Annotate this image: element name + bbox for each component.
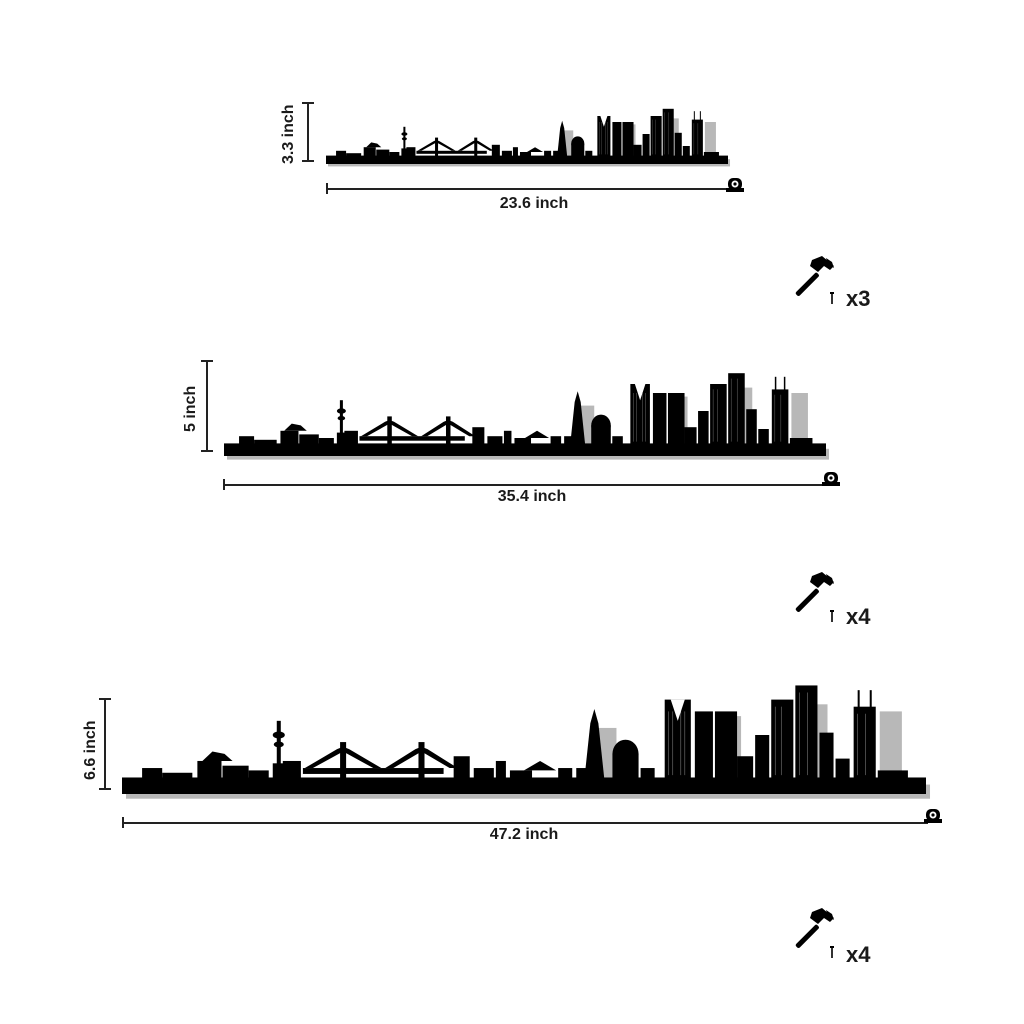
height-dimension-cap-top: [99, 698, 111, 700]
nail-icon: [830, 946, 834, 958]
height-dimension-line: [104, 699, 106, 789]
tape-measure-icon: [822, 470, 840, 486]
height-dimension-cap-bottom: [302, 160, 314, 162]
width-dimension-cap-left: [223, 479, 225, 490]
nail-icon: [830, 292, 834, 304]
height-dimension-cap-bottom: [201, 450, 213, 452]
width-label: 47.2 inch: [489, 826, 559, 843]
skyline-silhouette: [223, 366, 830, 461]
hammer-icon: [788, 906, 836, 950]
width-dimension-line: [326, 188, 730, 190]
height-dimension-line: [206, 361, 208, 451]
nail-icon: [830, 610, 834, 622]
skyline-silhouette: [121, 676, 931, 800]
height-label: 6.6 inch: [82, 720, 99, 780]
width-dimension-line: [223, 484, 825, 486]
height-dimension-cap-bottom: [99, 788, 111, 790]
tape-measure-icon: [726, 176, 744, 192]
hammer-icon: [788, 254, 836, 298]
height-label: 3.3 inch: [280, 104, 297, 164]
height-dimension-line: [307, 103, 309, 161]
nail-quantity: x4: [846, 942, 871, 967]
width-dimension-cap-left: [326, 183, 328, 194]
nail-quantity: x4: [846, 604, 871, 629]
tape-measure-icon: [924, 807, 942, 823]
width-dimension-cap-left: [122, 817, 124, 828]
width-dimension-line: [122, 822, 928, 824]
skyline-silhouette: [325, 104, 731, 167]
width-label: 23.6 inch: [499, 195, 569, 212]
height-dimension-cap-top: [201, 360, 213, 362]
width-label: 35.4 inch: [497, 488, 567, 505]
nail-quantity: x3: [846, 286, 871, 311]
height-dimension-cap-top: [302, 102, 314, 104]
height-label: 5 inch: [182, 385, 199, 432]
hammer-icon: [788, 570, 836, 614]
